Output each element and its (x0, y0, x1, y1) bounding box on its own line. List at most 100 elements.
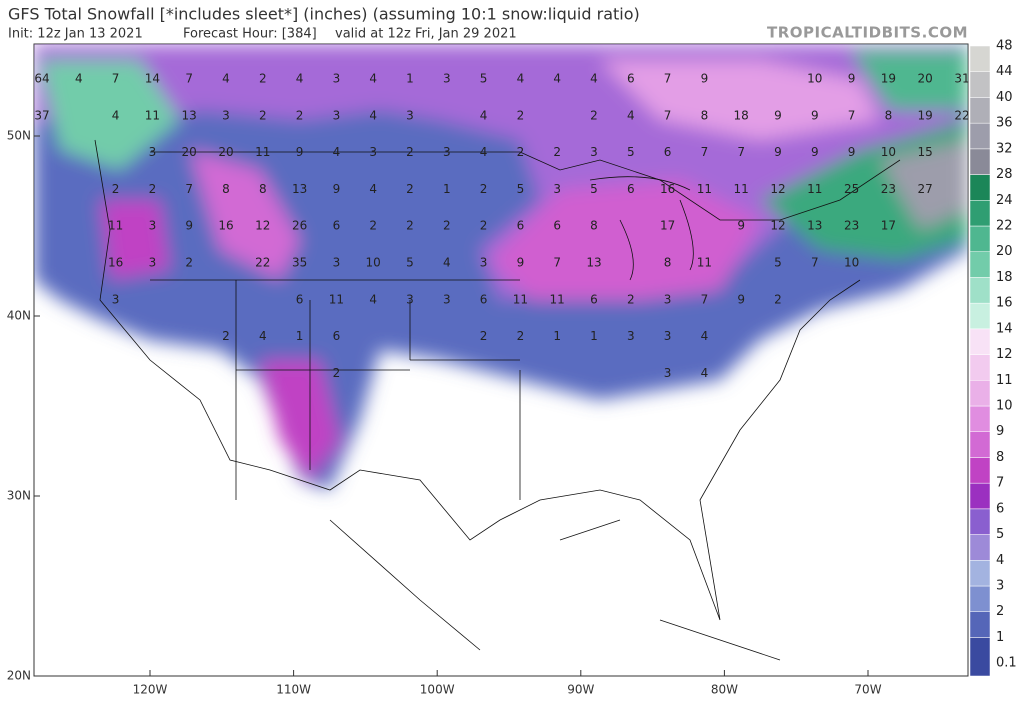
snow-value: 3 (369, 145, 377, 159)
colorbar-label: 7 (996, 476, 1004, 491)
snow-value: 2 (406, 219, 414, 233)
snow-value: 3 (333, 108, 341, 122)
snow-value: 3 (627, 329, 635, 343)
snow-value: 3 (222, 108, 230, 122)
snow-value: 7 (701, 145, 709, 159)
snow-value: 12 (770, 182, 785, 196)
colorbar-band (969, 45, 991, 72)
snow-field (34, 44, 968, 661)
snow-value: 2 (627, 292, 635, 306)
snow-value: 4 (627, 108, 635, 122)
snow-value: 8 (664, 256, 672, 270)
snow-value: 10 (844, 256, 859, 270)
snow-value: 5 (406, 256, 414, 270)
lon-label: 80W (711, 683, 738, 697)
colorbar-band (969, 71, 991, 98)
colorbar-band (969, 277, 991, 304)
snow-value: 16 (218, 219, 233, 233)
snow-value: 2 (590, 108, 598, 122)
colorbar-band (969, 122, 991, 150)
snow-value: 13 (292, 182, 307, 196)
snow-value: 4 (590, 72, 598, 86)
snow-value: 4 (480, 145, 488, 159)
snow-value: 2 (112, 182, 120, 196)
snow-value: 11 (145, 108, 160, 122)
snow-value: 9 (517, 256, 525, 270)
snow-value: 11 (108, 219, 123, 233)
snow-value: 2 (149, 182, 157, 196)
snow-value: 11 (550, 292, 565, 306)
snow-value: 4 (259, 329, 267, 343)
snow-value: 6 (517, 219, 525, 233)
snow-value: 9 (296, 145, 304, 159)
forecast-hour: Forecast Hour: [384] (183, 27, 317, 42)
snow-value: 19 (881, 72, 896, 86)
lon-label: 120W (133, 683, 168, 697)
colorbar-label: 48 (996, 39, 1013, 54)
snow-value: 15 (918, 145, 933, 159)
colorbar-label: 32 (996, 141, 1013, 156)
snow-value: 9 (848, 72, 856, 86)
colorbar-band (969, 534, 991, 561)
snow-value: 2 (369, 219, 377, 233)
snow-value: 3 (553, 182, 561, 196)
snow-value: 11 (329, 292, 344, 306)
snow-value: 3 (406, 292, 414, 306)
snow-value: 10 (366, 256, 381, 270)
colorbar-label: 18 (996, 270, 1013, 285)
snow-value: 6 (333, 219, 341, 233)
colorbar: 0.11234567891011121416182022242832364044… (969, 39, 1017, 677)
snow-value: 3 (664, 329, 672, 343)
snow-value: 22 (255, 256, 270, 270)
snow-value: 4 (222, 72, 230, 86)
snow-value: 5 (590, 182, 598, 196)
snow-value: 64 (34, 72, 49, 86)
snow-value: 20 (218, 145, 233, 159)
snow-value: 3 (443, 72, 451, 86)
snow-value: 6 (296, 292, 304, 306)
snow-value: 26 (292, 219, 307, 233)
snow-value: 2 (774, 292, 782, 306)
colorbar-label: 14 (996, 321, 1013, 336)
colorbar-band (969, 225, 991, 252)
snow-value: 7 (553, 256, 561, 270)
snow-value: 4 (296, 72, 304, 86)
snow-value: 4 (443, 256, 451, 270)
lon-label: 70W (854, 683, 881, 697)
snow-value: 23 (881, 182, 896, 196)
colorbar-label: 40 (996, 90, 1013, 105)
site-name: TROPICALTIDBITS.COM (767, 24, 968, 42)
snow-value: 7 (848, 108, 856, 122)
snow-value: 2 (517, 145, 525, 159)
colorbar-label: 1 (996, 630, 1004, 645)
snow-value: 1 (590, 329, 598, 343)
snow-value: 2 (553, 145, 561, 159)
snow-value: 2 (259, 108, 267, 122)
snow-value: 17 (881, 219, 896, 233)
colorbar-label: 10 (996, 399, 1013, 414)
snow-value: 7 (737, 145, 745, 159)
snow-value: 3 (480, 256, 488, 270)
snow-value: 5 (480, 72, 488, 86)
snow-value: 4 (701, 366, 709, 380)
snow-value: 5 (627, 145, 635, 159)
snow-value: 5 (774, 256, 782, 270)
snow-value: 6 (553, 219, 561, 233)
colorbar-band (969, 380, 991, 407)
snow-value: 37 (34, 108, 49, 122)
snow-value: 11 (697, 256, 712, 270)
snow-value: 2 (259, 72, 267, 86)
snow-value: 23 (844, 219, 859, 233)
snow-value: 4 (701, 329, 709, 343)
colorbar-label: 44 (996, 64, 1013, 79)
snow-value: 8 (222, 182, 230, 196)
colorbar-band (969, 585, 991, 612)
snow-value: 4 (369, 292, 377, 306)
snow-value: 7 (701, 292, 709, 306)
snow-value: 13 (586, 256, 601, 270)
colorbar-label: 5 (996, 527, 1004, 542)
snow-value: 3 (333, 72, 341, 86)
snow-value: 9 (774, 108, 782, 122)
colorbar-band (969, 611, 991, 638)
